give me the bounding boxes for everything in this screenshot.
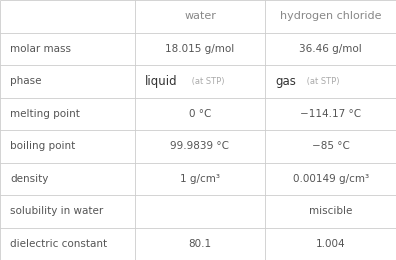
Text: phase: phase xyxy=(10,76,42,86)
Text: (at STP): (at STP) xyxy=(188,77,224,86)
Text: 1.004: 1.004 xyxy=(316,239,345,249)
Text: molar mass: molar mass xyxy=(10,44,71,54)
Text: −114.17 °C: −114.17 °C xyxy=(300,109,361,119)
Text: 0 °C: 0 °C xyxy=(189,109,211,119)
Text: −85 °C: −85 °C xyxy=(312,141,350,151)
Text: 0.00149 g/cm³: 0.00149 g/cm³ xyxy=(293,174,369,184)
Text: melting point: melting point xyxy=(10,109,80,119)
Text: liquid: liquid xyxy=(145,75,177,88)
Text: miscible: miscible xyxy=(309,206,352,216)
Text: 36.46 g/mol: 36.46 g/mol xyxy=(299,44,362,54)
Text: boiling point: boiling point xyxy=(10,141,75,151)
Text: 18.015 g/mol: 18.015 g/mol xyxy=(166,44,234,54)
Text: water: water xyxy=(184,11,216,21)
Text: dielectric constant: dielectric constant xyxy=(10,239,107,249)
Text: hydrogen chloride: hydrogen chloride xyxy=(280,11,381,21)
Text: 80.1: 80.1 xyxy=(188,239,211,249)
Text: 1 g/cm³: 1 g/cm³ xyxy=(180,174,220,184)
Text: gas: gas xyxy=(275,75,296,88)
Text: 99.9839 °C: 99.9839 °C xyxy=(171,141,229,151)
Text: (at STP): (at STP) xyxy=(304,77,340,86)
Text: solubility in water: solubility in water xyxy=(10,206,103,216)
Text: density: density xyxy=(10,174,48,184)
